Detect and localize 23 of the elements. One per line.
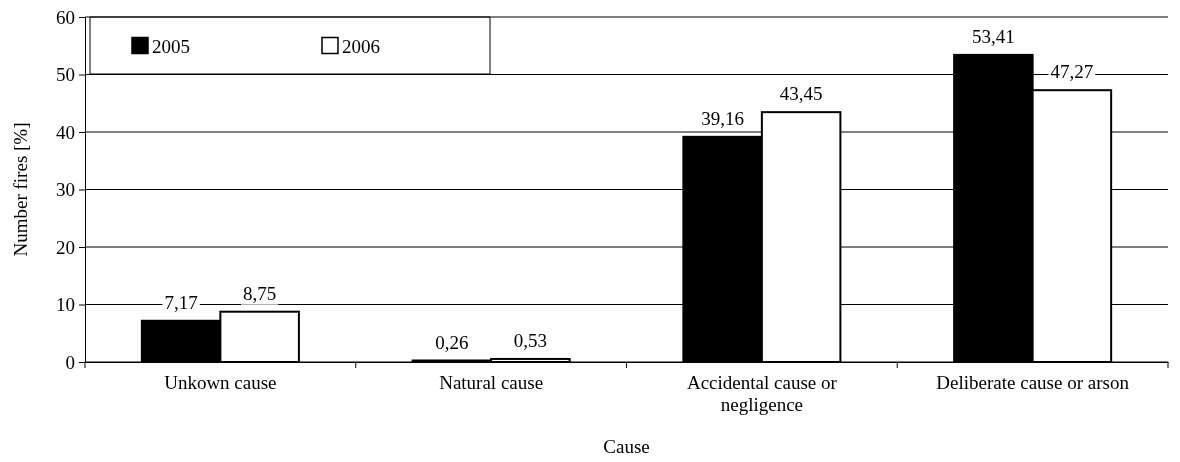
x-tick-label: Deliberate cause or arson [936, 372, 1130, 393]
y-tick-label: 40 [56, 121, 75, 143]
x-tick-label: Unkown cause [164, 372, 277, 393]
data-label: 47,27 [1050, 61, 1094, 83]
data-label: 43,45 [779, 83, 823, 105]
legend-label: 2005 [152, 35, 190, 57]
data-label: 39,16 [701, 107, 744, 129]
x-axis-title: Cause [603, 436, 650, 457]
y-tick-label: 10 [56, 294, 75, 316]
x-tick-label: Accidental cause or negligence [686, 372, 838, 415]
legend-label: 2006 [342, 35, 380, 57]
data-label: 0,53 [513, 329, 548, 351]
y-tick-label: 50 [56, 64, 75, 86]
y-tick-label: 20 [56, 236, 75, 258]
y-tick-label: 60 [56, 6, 75, 28]
data-label: 0,26 [435, 331, 469, 353]
y-tick-label: 0 [65, 351, 75, 373]
data-label: 8,75 [243, 282, 277, 304]
data-label: 53,41 [971, 25, 1015, 47]
x-tick-label: Natural cause [439, 372, 544, 393]
data-label: 7,17 [164, 291, 198, 313]
y-axis-title: Number fires [%] [10, 122, 31, 257]
y-tick-label: 30 [56, 179, 75, 201]
